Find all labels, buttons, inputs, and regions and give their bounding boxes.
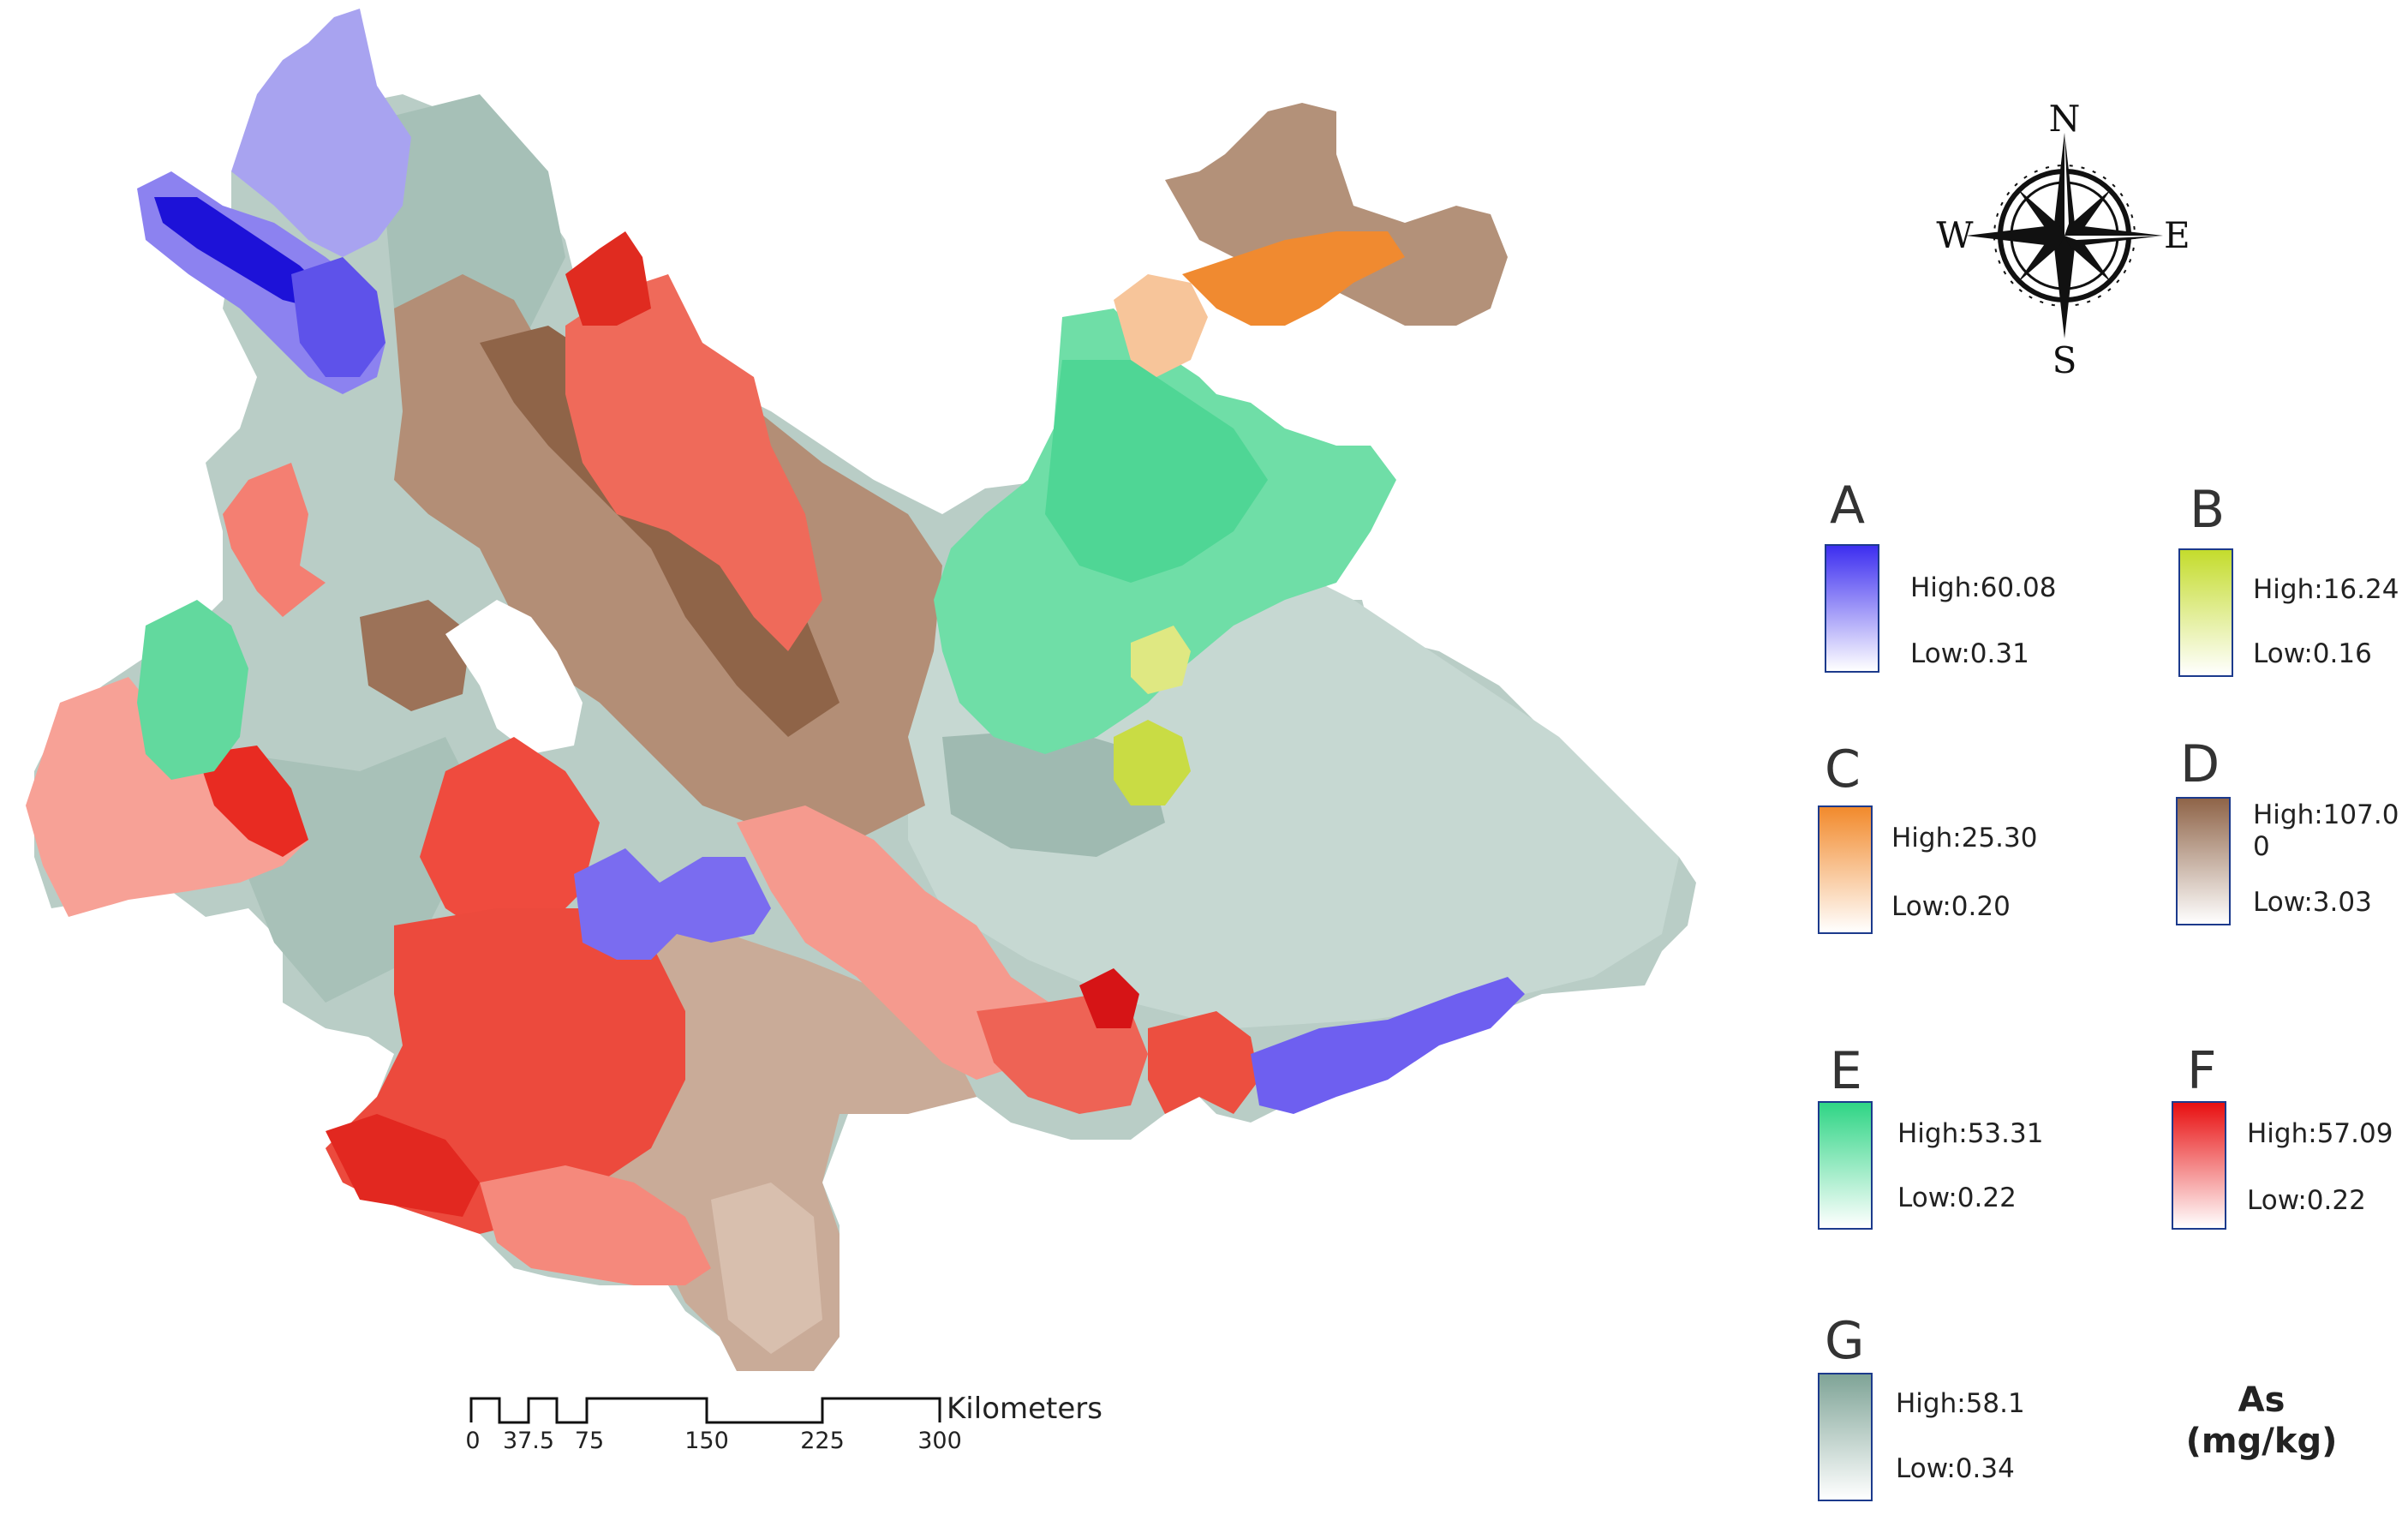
legend-g-ramp	[1818, 1373, 1873, 1501]
map-hole	[445, 600, 583, 754]
region-f-red	[26, 231, 1259, 1285]
legend-c-letter: C	[1825, 740, 1861, 799]
legend-f-ramp	[2172, 1101, 2226, 1230]
scale-tick-1: 37.5	[503, 1428, 554, 1454]
legend-unit-label: As (mg/kg)	[2150, 1380, 2373, 1462]
legend-d-letter: D	[2180, 734, 2220, 794]
legend-c-high: High:25.30	[1891, 823, 2038, 853]
legend-e-letter: E	[1830, 1041, 1862, 1101]
compass-north: N	[2049, 98, 2081, 140]
legend-variable-name: As	[2238, 1380, 2286, 1420]
scale-bar: 0 37.5 75 150 225 300 Kilometers	[465, 1392, 1102, 1454]
legend-e-high: High:53.31	[1897, 1118, 2044, 1149]
scale-tick-5: 300	[917, 1428, 962, 1454]
legend-a-letter: A	[1830, 476, 1866, 536]
legend-b-high: High:16.24	[2253, 574, 2399, 605]
compass-west: W	[1936, 214, 1974, 256]
region-ne-brown-orange	[1114, 103, 1508, 377]
compass-south: S	[2052, 339, 2077, 381]
legend-b-low: Low:0.16	[2253, 638, 2372, 669]
legend-d-low: Low:3.03	[2253, 887, 2372, 918]
compass-rose: N S W E	[1936, 98, 2190, 381]
scale-tick-0: 0	[465, 1428, 480, 1454]
scale-unit: Kilometers	[947, 1392, 1102, 1426]
legend-f-low: Low:0.22	[2247, 1185, 2366, 1216]
legend-f-high: High:57.09	[2247, 1118, 2393, 1149]
legend-e-ramp	[1818, 1101, 1873, 1230]
legend-c-low: Low:0.20	[1891, 891, 2011, 922]
compass-east: E	[2164, 214, 2190, 256]
legend-g-letter: G	[1825, 1311, 1865, 1371]
legend-f-letter: F	[2187, 1041, 2217, 1101]
legend-a-ramp	[1825, 544, 1879, 673]
legend-g-low: Low:0.34	[1896, 1453, 2015, 1484]
legend-g-high: High:58.1	[1896, 1388, 2025, 1419]
legend-d-ramp	[2176, 797, 2231, 925]
scale-tick-3: 150	[684, 1428, 729, 1454]
legend-b-ramp	[2178, 548, 2233, 677]
legend-a-high: High:60.08	[1910, 572, 2057, 603]
legend-c-ramp	[1818, 805, 1873, 934]
region-e-green	[137, 308, 1396, 780]
legend-variable-unit: (mg/kg)	[2185, 1422, 2338, 1461]
legend-e-low: Low:0.22	[1897, 1183, 2017, 1213]
legend-d-high: High:107.00	[2253, 799, 2399, 863]
legend-a-low: Low:0.31	[1910, 638, 2029, 669]
scale-tick-2: 75	[575, 1428, 604, 1454]
region-a-blue	[137, 9, 1525, 1114]
legend-b-letter: B	[2190, 480, 2226, 540]
region-b-yellowgreen	[1114, 626, 1191, 805]
scale-tick-4: 225	[800, 1428, 845, 1454]
